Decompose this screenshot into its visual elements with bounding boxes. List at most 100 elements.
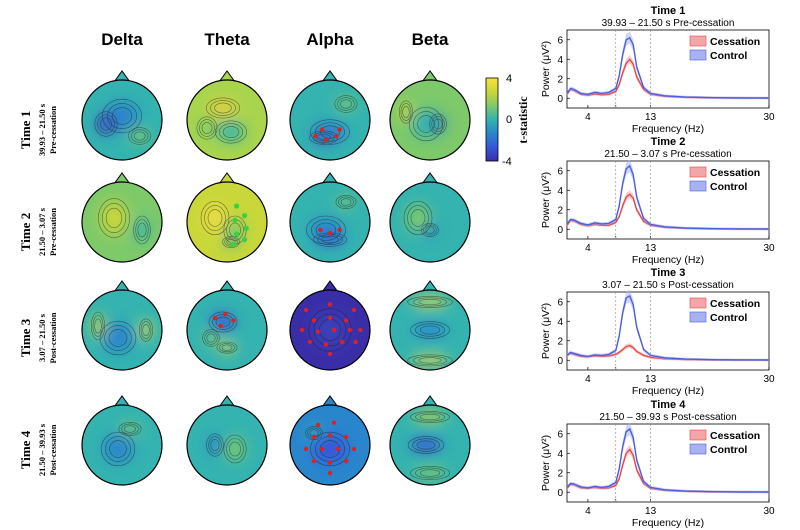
- contour-line: [407, 296, 453, 308]
- topomap-alpha-time-4: [289, 395, 371, 486]
- contour-line: [100, 117, 112, 131]
- topomap-blobs: [400, 102, 446, 139]
- contour-line: [207, 209, 223, 227]
- head-outline: [389, 289, 471, 371]
- row-phase: Pre-cessation: [48, 106, 58, 154]
- red-electrode-marker: [318, 227, 323, 233]
- topomap-beta-time-2: [389, 172, 471, 263]
- row-label-time-1: Time 1 39.93 – 21.50 s Pre-cessation: [18, 103, 58, 156]
- red-electrode-marker: [307, 339, 313, 345]
- control-series-line: [566, 164, 770, 230]
- topomap-blobs: [198, 99, 245, 142]
- red-electrode-marker: [327, 351, 333, 357]
- legend-label-control: Control: [710, 181, 747, 193]
- contour-line: [196, 116, 218, 140]
- topomap-grid: [81, 70, 471, 486]
- contour-line: [208, 436, 222, 454]
- topomap-blobs: [100, 201, 150, 242]
- red-electrode-marker: [358, 327, 363, 333]
- red-electrode-marker: [327, 460, 333, 465]
- green-electrode-marker: [230, 241, 236, 247]
- contour-line: [338, 196, 354, 208]
- contour-line: [104, 325, 132, 351]
- topomap-beta-time-3: [389, 280, 471, 371]
- topomap-contours: [98, 198, 151, 245]
- topomap-blob: [413, 322, 447, 338]
- y-tick-label: 0: [557, 356, 563, 367]
- contour-line: [398, 100, 414, 124]
- contour-line: [142, 324, 150, 336]
- y-tick-label: 4: [557, 449, 563, 460]
- contour-line: [433, 118, 443, 130]
- contour-line: [133, 131, 146, 141]
- control-series-line: [566, 294, 770, 361]
- contour-line: [219, 343, 235, 353]
- x-tick-label: 30: [763, 374, 775, 385]
- y-tick-label: 0: [557, 94, 563, 105]
- x-axis-label: Frequency (Hz): [632, 517, 704, 529]
- spectrum-subtitle: 21.50 – 3.07 s Pre-cessation: [604, 149, 731, 160]
- contour-line: [124, 425, 136, 433]
- contour-line: [407, 436, 445, 454]
- contour-line: [204, 205, 226, 231]
- head-outline: [186, 404, 268, 486]
- colorbar-tick-min: -4: [502, 156, 512, 168]
- topomap-contours: [407, 411, 450, 481]
- contour-line: [315, 222, 337, 238]
- red-electrode-marker: [331, 327, 337, 333]
- red-electrode-marker: [303, 307, 309, 313]
- topomap-beta-time-4: [389, 395, 471, 486]
- x-axis-label: Frequency (Hz): [632, 385, 704, 397]
- contour-line: [206, 433, 224, 457]
- y-axis-label: Power (μV²): [540, 303, 552, 359]
- topomap-blobs: [311, 311, 349, 349]
- topomap-field: [187, 405, 267, 485]
- contour-line: [417, 115, 435, 133]
- contour-line: [94, 318, 102, 334]
- topomap-theta-time-4: [186, 395, 268, 486]
- row-range: 39.93 – 21.50 s: [37, 103, 47, 156]
- topomap-blob: [400, 102, 412, 122]
- topomap-theta-time-3: [186, 280, 268, 371]
- legend-swatch-cessation: [689, 297, 707, 309]
- contour-line: [421, 222, 439, 238]
- red-electrode-marker: [231, 318, 236, 323]
- colorbar-gradient: [485, 77, 499, 162]
- legend-swatch-control: [689, 49, 707, 61]
- red-electrode-marker: [335, 446, 341, 452]
- head-outline: [186, 79, 268, 161]
- head-outline: [289, 79, 371, 161]
- topomap-contours: [398, 100, 447, 142]
- legend-swatch-control: [689, 311, 707, 323]
- red-electrode-marker: [218, 323, 223, 329]
- topomap-blob: [208, 99, 238, 117]
- contour-line: [199, 119, 215, 137]
- topomap-blob: [410, 297, 450, 307]
- spectrum-title: Time 1: [651, 5, 686, 17]
- topomap-field: [290, 290, 370, 370]
- topomap-blob: [413, 412, 447, 422]
- spectrum-panel-time-3: Time 33.07 – 21.50 s Post-cessation 0 2 4 6 4…: [540, 267, 775, 397]
- topomap-background: [390, 182, 470, 262]
- spectrum-subtitle: 39.93 – 21.50 s Pre-cessation: [602, 18, 735, 29]
- contour-line: [222, 126, 240, 138]
- contour-line: [210, 100, 236, 116]
- topomap-alpha-time-3: [289, 280, 371, 371]
- red-electrode-marker: [343, 434, 349, 440]
- head-outline: [389, 181, 471, 263]
- green-electrode-marker: [234, 231, 240, 237]
- contour-line: [305, 425, 323, 441]
- red-electrode-marker: [347, 327, 353, 333]
- band-title-delta: Delta: [101, 30, 143, 49]
- contour-line: [425, 226, 435, 234]
- y-tick-label: 2: [557, 336, 563, 347]
- x-tick-label: 13: [645, 374, 657, 385]
- colorbar: 4 0 -4 t-statistic: [485, 73, 530, 168]
- x-tick-label: 13: [645, 243, 657, 254]
- topomap-theta-time-1: [186, 70, 268, 161]
- row-title: Time 3: [18, 318, 33, 357]
- topomap-delta-time-2: [81, 172, 163, 263]
- topomap-blob: [413, 467, 447, 479]
- contour-line: [408, 106, 444, 142]
- contour-line: [416, 440, 436, 450]
